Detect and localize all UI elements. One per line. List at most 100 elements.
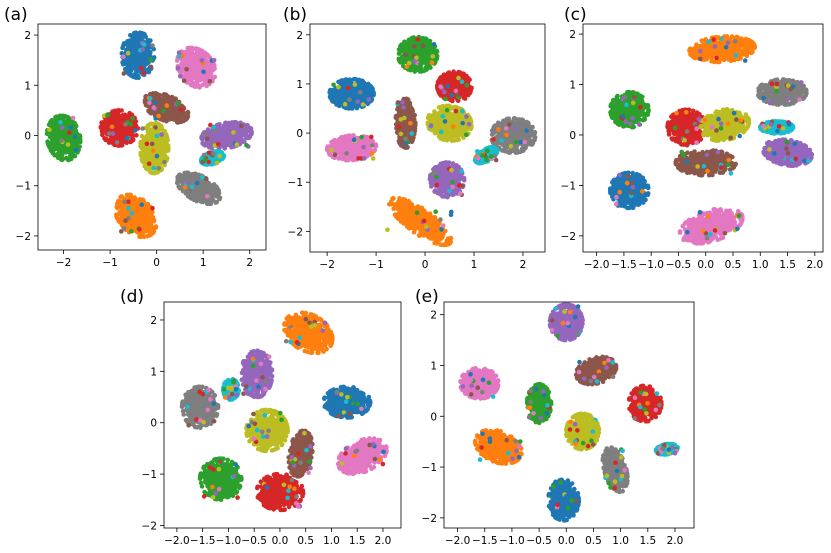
scatter-point bbox=[199, 175, 205, 180]
scatter-point bbox=[59, 138, 64, 143]
scatter-point bbox=[239, 123, 244, 129]
scatter-point bbox=[126, 41, 132, 47]
scatter-point bbox=[164, 103, 170, 108]
scatter-point bbox=[69, 153, 75, 159]
panel-label: (a) bbox=[4, 5, 28, 25]
scatter-point bbox=[228, 121, 234, 126]
scatter-point bbox=[211, 157, 216, 163]
scatter-point bbox=[207, 79, 213, 84]
scatter-point bbox=[194, 54, 200, 60]
scatter-point bbox=[136, 75, 141, 80]
scatter-point bbox=[175, 109, 180, 114]
scatter-point bbox=[119, 118, 125, 123]
scatter-point bbox=[131, 56, 137, 61]
scatter-point bbox=[149, 141, 155, 147]
scatter-point bbox=[120, 45, 125, 50]
scatter-point bbox=[139, 141, 144, 147]
scatter-point bbox=[177, 74, 183, 79]
scatter-point bbox=[55, 146, 61, 151]
scatter-point bbox=[221, 123, 227, 128]
scatter-point bbox=[151, 46, 156, 52]
scatter-point bbox=[210, 184, 215, 189]
scatter-point bbox=[205, 193, 210, 199]
scatter-point bbox=[200, 141, 205, 146]
scatter-point bbox=[236, 137, 241, 143]
cluster-1 bbox=[174, 45, 218, 90]
scatter-point bbox=[176, 101, 181, 106]
scatter-point bbox=[215, 185, 220, 191]
scatter-point bbox=[238, 133, 244, 139]
scatter-point bbox=[195, 62, 200, 67]
scatter-point bbox=[196, 83, 201, 88]
scatter-point bbox=[73, 147, 79, 153]
scatter-point bbox=[147, 96, 153, 101]
scatter-point bbox=[184, 66, 189, 72]
scatter-point bbox=[125, 126, 130, 131]
scatter-point bbox=[201, 69, 206, 75]
scatter-point bbox=[214, 160, 220, 165]
scatter-point bbox=[141, 41, 147, 47]
scatter-point bbox=[58, 120, 63, 125]
scatter-point bbox=[244, 142, 249, 148]
scatter-point bbox=[145, 153, 150, 159]
scatter-point bbox=[148, 64, 154, 70]
scatter-point bbox=[244, 129, 250, 134]
scatter-point bbox=[128, 56, 133, 62]
scatter-point bbox=[206, 142, 212, 147]
scatter-point bbox=[232, 122, 238, 127]
scatter-point bbox=[211, 124, 216, 130]
scatter-point bbox=[155, 140, 161, 145]
scatter-point bbox=[108, 138, 113, 144]
cluster-6 bbox=[199, 119, 254, 151]
scatter-point bbox=[175, 178, 180, 183]
scatter-point bbox=[140, 126, 145, 131]
scatter-point bbox=[122, 59, 128, 65]
scatter-point bbox=[159, 132, 164, 137]
scatter-point bbox=[212, 74, 218, 80]
scatter-point bbox=[248, 126, 254, 132]
scatter-point bbox=[128, 121, 133, 127]
scatter-point bbox=[104, 126, 109, 132]
cluster-0 bbox=[119, 30, 157, 80]
cluster-5 bbox=[138, 120, 171, 176]
scatter-point bbox=[213, 128, 218, 134]
scatter-point bbox=[121, 71, 127, 76]
scatter-point bbox=[110, 131, 116, 136]
scatter-point bbox=[151, 55, 157, 60]
scatter-point bbox=[57, 133, 62, 138]
scatter-point bbox=[227, 129, 232, 134]
scatter-point bbox=[246, 135, 252, 141]
scatter-point bbox=[190, 179, 195, 184]
scatter-point bbox=[162, 159, 167, 165]
scatter-point bbox=[165, 138, 170, 143]
scatter-point bbox=[130, 46, 136, 52]
scatter-point bbox=[59, 153, 65, 158]
scatter-point bbox=[155, 129, 161, 134]
scatter-point bbox=[161, 108, 166, 114]
scatter-point bbox=[185, 109, 191, 115]
scatter-point bbox=[158, 123, 164, 129]
scatter-point bbox=[217, 153, 222, 159]
scatter-point bbox=[60, 125, 65, 130]
scatter-point bbox=[231, 130, 236, 135]
scatter-point bbox=[105, 113, 110, 118]
scatter-point bbox=[125, 50, 131, 56]
scatter-point bbox=[124, 140, 129, 146]
scatter-point bbox=[136, 51, 142, 57]
scatter-point bbox=[50, 148, 56, 154]
scatter-point bbox=[124, 135, 130, 141]
scatter-point bbox=[181, 78, 187, 84]
scatter-point bbox=[140, 47, 145, 52]
scatter-point bbox=[185, 73, 190, 79]
scatter-point bbox=[130, 51, 136, 56]
scatter-point bbox=[193, 46, 199, 51]
scatter-point bbox=[66, 130, 72, 135]
scatter-point bbox=[224, 137, 230, 142]
scatter-point bbox=[152, 100, 158, 105]
scatter-point bbox=[147, 100, 152, 105]
scatter-point bbox=[212, 66, 217, 71]
scatter-point bbox=[186, 189, 191, 194]
scatter-point bbox=[67, 120, 73, 125]
scatter-point bbox=[245, 123, 250, 128]
